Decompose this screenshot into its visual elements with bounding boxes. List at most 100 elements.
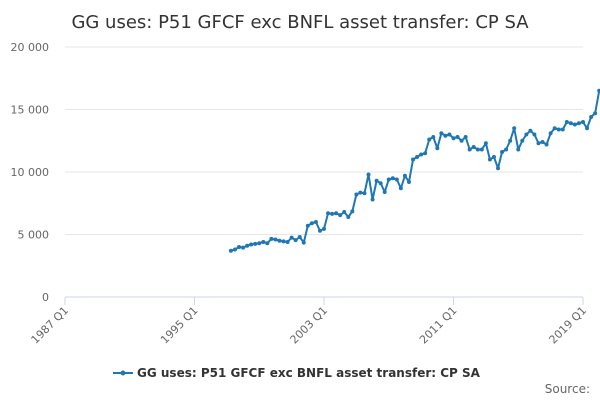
data-point[interactable]	[560, 127, 565, 132]
data-point[interactable]	[281, 239, 286, 244]
data-point[interactable]	[520, 138, 525, 143]
data-point[interactable]	[516, 147, 521, 152]
data-point[interactable]	[568, 121, 573, 126]
data-point[interactable]	[512, 126, 517, 131]
y-tick-label: 15 000	[11, 104, 50, 117]
data-point[interactable]	[508, 138, 513, 143]
data-point[interactable]	[576, 121, 581, 126]
data-point[interactable]	[228, 248, 233, 253]
data-point[interactable]	[552, 126, 557, 131]
data-point[interactable]	[285, 240, 290, 244]
data-point[interactable]	[305, 223, 310, 228]
data-point[interactable]	[544, 142, 549, 147]
data-point[interactable]	[330, 211, 335, 216]
data-point[interactable]	[313, 220, 318, 224]
data-point[interactable]	[471, 145, 476, 149]
data-point[interactable]	[593, 111, 598, 116]
data-point[interactable]	[435, 146, 440, 151]
data-point[interactable]	[253, 241, 258, 246]
data-point[interactable]	[427, 137, 432, 142]
data-point[interactable]	[269, 236, 274, 241]
data-point[interactable]	[451, 136, 456, 141]
data-point[interactable]	[245, 243, 250, 248]
data-point[interactable]	[423, 151, 428, 156]
data-point[interactable]	[479, 147, 484, 152]
data-point[interactable]	[346, 215, 351, 219]
data-point[interactable]	[394, 177, 399, 182]
data-point[interactable]	[496, 166, 501, 171]
data-point[interactable]	[289, 235, 294, 240]
data-point[interactable]	[390, 176, 395, 181]
data-point[interactable]	[265, 241, 270, 246]
data-point[interactable]	[277, 238, 282, 243]
data-point[interactable]	[354, 192, 359, 197]
data-point[interactable]	[358, 190, 363, 195]
data-point[interactable]	[402, 173, 407, 178]
data-point[interactable]	[237, 245, 242, 249]
data-point[interactable]	[293, 238, 298, 243]
data-point[interactable]	[273, 237, 278, 242]
data-point[interactable]	[463, 135, 468, 139]
data-point[interactable]	[241, 245, 246, 250]
data-point[interactable]	[536, 141, 541, 146]
y-axis-ticks: 0 5 000 10 000 15 000 20 000	[11, 41, 50, 304]
data-point[interactable]	[540, 140, 545, 144]
data-point[interactable]	[447, 132, 452, 137]
data-point[interactable]	[467, 147, 472, 152]
data-point[interactable]	[548, 131, 553, 136]
data-point[interactable]	[483, 141, 488, 146]
data-point[interactable]	[491, 155, 496, 159]
data-point[interactable]	[419, 152, 424, 157]
data-point[interactable]	[301, 240, 306, 245]
data-point[interactable]	[232, 247, 237, 252]
data-point[interactable]	[524, 132, 529, 137]
data-point[interactable]	[326, 211, 331, 216]
data-point[interactable]	[366, 172, 371, 177]
data-point[interactable]	[386, 177, 391, 182]
data-point[interactable]	[374, 178, 379, 183]
data-point[interactable]	[297, 235, 302, 239]
source-label: Source:	[545, 382, 590, 396]
data-point[interactable]	[322, 226, 326, 231]
data-point[interactable]	[455, 135, 460, 139]
data-point[interactable]	[370, 197, 375, 202]
data-point[interactable]	[378, 181, 383, 186]
data-point[interactable]	[411, 157, 416, 162]
data-point[interactable]	[309, 221, 314, 226]
data-point[interactable]	[317, 228, 322, 233]
x-axis-ticks: 1987 Q1 1995 Q1 2003 Q1 2011 Q1 2019 Q1	[29, 297, 589, 346]
data-point[interactable]	[500, 150, 505, 154]
data-point[interactable]	[589, 115, 594, 119]
data-point[interactable]	[564, 120, 569, 124]
data-point[interactable]	[342, 210, 347, 214]
chart-title: GG uses: P51 GFCF exc BNFL asset transfe…	[71, 12, 529, 33]
data-point[interactable]	[487, 157, 492, 162]
data-point[interactable]	[572, 122, 577, 127]
data-point[interactable]	[362, 191, 367, 196]
data-point[interactable]	[581, 120, 585, 124]
data-point[interactable]	[415, 155, 420, 159]
data-point[interactable]	[350, 209, 355, 214]
data-point[interactable]	[257, 241, 262, 246]
legend[interactable]: GG uses: P51 GFCF exc BNFL asset transfe…	[113, 366, 481, 380]
data-point[interactable]	[406, 180, 411, 184]
data-point[interactable]	[585, 126, 590, 131]
data-point[interactable]	[556, 127, 561, 132]
series-line	[230, 90, 600, 252]
data-point[interactable]	[504, 147, 509, 152]
data-point[interactable]	[475, 147, 480, 152]
data-point[interactable]	[249, 242, 254, 247]
data-point[interactable]	[532, 132, 537, 137]
data-point[interactable]	[439, 131, 444, 136]
data-point[interactable]	[382, 190, 387, 194]
data-point[interactable]	[398, 186, 403, 191]
data-point[interactable]	[334, 211, 339, 216]
data-point[interactable]	[597, 88, 600, 93]
data-point[interactable]	[338, 213, 343, 218]
data-point[interactable]	[261, 240, 266, 244]
data-point[interactable]	[443, 133, 448, 138]
data-point[interactable]	[528, 128, 533, 133]
data-point[interactable]	[459, 138, 464, 143]
data-point[interactable]	[431, 135, 436, 139]
